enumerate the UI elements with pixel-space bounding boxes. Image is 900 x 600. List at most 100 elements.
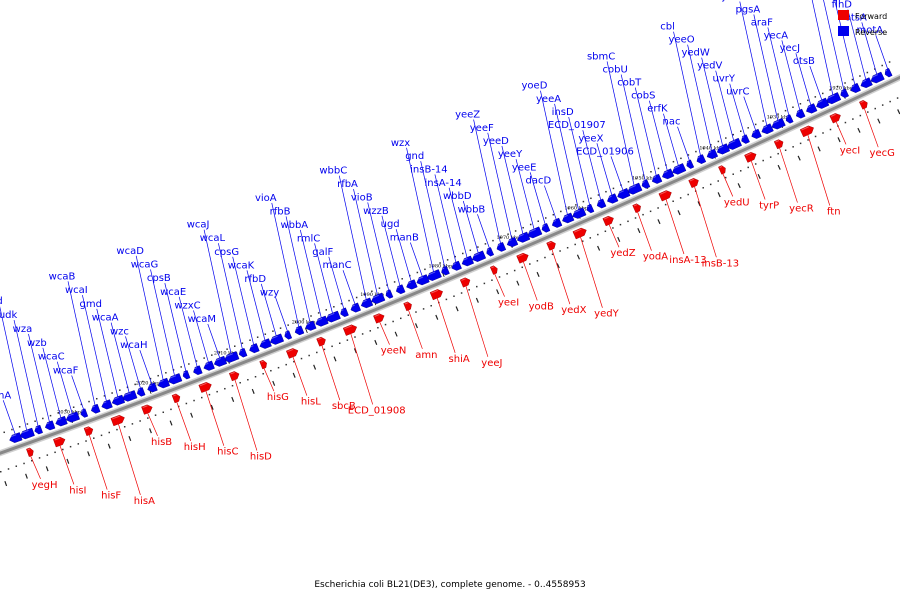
- gene-yeeE[interactable]: [540, 223, 551, 233]
- gene-wbbA[interactable]: [314, 315, 329, 328]
- gene-cpsG[interactable]: [248, 343, 260, 354]
- gene-amn[interactable]: [403, 301, 414, 312]
- gene-hisB[interactable]: [141, 403, 153, 415]
- gene-yedU[interactable]: [718, 165, 727, 175]
- gene-yeeY[interactable]: [526, 226, 543, 240]
- gene-insA-14[interactable]: [460, 255, 474, 268]
- gene-yecR[interactable]: [773, 138, 785, 150]
- gene-wbbC[interactable]: [360, 297, 374, 310]
- gene-otsB[interactable]: [815, 97, 830, 110]
- gene-shiA[interactable]: [429, 288, 444, 301]
- gene-yedZ[interactable]: [602, 215, 615, 227]
- gene-wcaI[interactable]: [100, 399, 113, 411]
- gene-galF[interactable]: [339, 307, 349, 318]
- gene-wcaG[interactable]: [167, 373, 183, 385]
- gene-erfK[interactable]: [671, 163, 687, 176]
- gene-yodB[interactable]: [516, 252, 530, 264]
- gene-vioA[interactable]: [294, 325, 305, 336]
- gene-yoeD[interactable]: [561, 212, 575, 225]
- gene-ECD_01907[interactable]: [596, 198, 607, 210]
- gene-ECD_01908[interactable]: [342, 323, 358, 336]
- gene-hisH[interactable]: [171, 393, 181, 404]
- gene-tyrP[interactable]: [744, 151, 757, 163]
- gene-insB-13[interactable]: [688, 177, 700, 189]
- gene-yedW[interactable]: [716, 143, 731, 156]
- gene-wza[interactable]: [44, 420, 56, 432]
- gene-wcaA[interactable]: [121, 390, 138, 402]
- gene-cbl[interactable]: [695, 154, 707, 165]
- gene-insD[interactable]: [585, 203, 595, 214]
- gene-cobU[interactable]: [640, 179, 651, 189]
- gene-cobT[interactable]: [651, 173, 663, 185]
- gene-flhD[interactable]: [859, 77, 873, 90]
- gene-hisC[interactable]: [198, 381, 213, 393]
- gene-hisD[interactable]: [228, 370, 240, 382]
- gene-cpsB[interactable]: [182, 370, 191, 380]
- gene-manB[interactable]: [415, 274, 430, 287]
- gene-ugd[interactable]: [405, 279, 418, 291]
- gene-sbmC[interactable]: [626, 182, 643, 196]
- gene-gnd[interactable]: [440, 265, 450, 276]
- gene-yegH[interactable]: [26, 447, 34, 457]
- gene-araH[interactable]: [839, 88, 849, 99]
- gene-motA[interactable]: [883, 68, 893, 78]
- gene-wcaF[interactable]: [79, 408, 89, 419]
- gene-wzx[interactable]: [426, 269, 442, 282]
- gene-wbbD[interactable]: [471, 250, 487, 263]
- gene-wzb[interactable]: [54, 415, 68, 427]
- gene-rmlC[interactable]: [325, 310, 341, 324]
- gene-wcaK[interactable]: [258, 338, 272, 350]
- gene-dacD[interactable]: [551, 217, 563, 229]
- gene-flhC[interactable]: [825, 92, 842, 105]
- gene-yeeO[interactable]: [705, 148, 719, 160]
- gene-hisL[interactable]: [286, 347, 299, 359]
- gene-araG[interactable]: [849, 82, 861, 94]
- gene-wzxC[interactable]: [202, 360, 215, 372]
- gene-otsA[interactable]: [869, 71, 885, 85]
- gene-wbbB[interactable]: [485, 247, 495, 257]
- gene-wcaC[interactable]: [65, 411, 80, 424]
- gene-gmd[interactable]: [111, 394, 126, 407]
- gene-asmA[interactable]: [8, 432, 23, 444]
- gene-uvrY[interactable]: [740, 134, 750, 145]
- gene-yecI[interactable]: [829, 112, 842, 124]
- gene-rfbA[interactable]: [370, 292, 386, 305]
- gene-hisG[interactable]: [259, 359, 269, 370]
- gene-cobS[interactable]: [661, 168, 675, 181]
- gene-yecG[interactable]: [859, 99, 869, 110]
- gene-wcaL[interactable]: [238, 347, 248, 358]
- gene-araF[interactable]: [784, 114, 794, 125]
- gene-yeeZ[interactable]: [495, 242, 507, 252]
- gene-yedX[interactable]: [546, 240, 558, 251]
- gene-yeeA[interactable]: [571, 207, 587, 221]
- gene-yeeD[interactable]: [516, 231, 531, 244]
- gene-udk[interactable]: [33, 424, 43, 435]
- gene-wcaM[interactable]: [213, 355, 228, 368]
- gene-yeeJ[interactable]: [459, 276, 471, 288]
- gene-hisI[interactable]: [53, 436, 66, 448]
- gene-wcaH[interactable]: [146, 382, 158, 394]
- gene-pgsA[interactable]: [770, 117, 786, 131]
- gene-yecH[interactable]: [760, 123, 774, 136]
- gene-manC[interactable]: [349, 302, 361, 314]
- gene-insB-14[interactable]: [450, 260, 462, 272]
- gene-wcaJ[interactable]: [223, 351, 240, 364]
- gene-hisA[interactable]: [110, 414, 126, 427]
- gene-yeeX[interactable]: [606, 193, 619, 205]
- gene-sbcB[interactable]: [316, 336, 327, 347]
- gene-uvrC[interactable]: [750, 128, 762, 140]
- gene-vioB[interactable]: [384, 289, 394, 300]
- gene-wcaB[interactable]: [90, 403, 101, 414]
- gene-wzy[interactable]: [283, 330, 293, 341]
- gene-dcd[interactable]: [19, 427, 35, 440]
- gene-yedY[interactable]: [572, 226, 588, 240]
- gene-insA-13[interactable]: [658, 189, 673, 202]
- gene-wcaE[interactable]: [192, 365, 203, 376]
- gene-rfbB[interactable]: [304, 320, 317, 332]
- gene-yecJ[interactable]: [805, 103, 818, 114]
- gene-yeeI[interactable]: [489, 265, 499, 275]
- gene-wzc[interactable]: [136, 387, 146, 397]
- gene-yecA[interactable]: [795, 108, 806, 120]
- gene-nac[interactable]: [685, 159, 695, 170]
- gene-hisF[interactable]: [83, 426, 94, 437]
